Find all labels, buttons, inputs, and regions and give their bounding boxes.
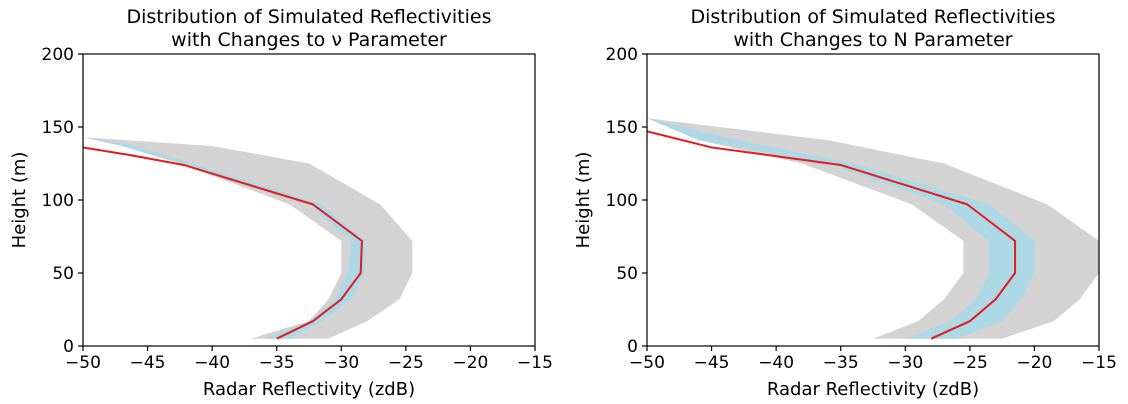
chart-title-line-2: with Changes to N Parameter [733,29,1012,51]
x-tick-label: −45 [694,353,730,373]
y-tick-label: 0 [63,337,74,357]
plot-area [647,118,1099,340]
x-tick-label: −15 [1081,353,1117,373]
plot-area [83,137,413,340]
chart-title-line-1: Distribution of Simulated Reflectivities [691,6,1056,28]
x-tick-label: −35 [823,353,859,373]
x-tick-label: −50 [629,353,665,373]
median-line [647,130,1017,340]
x-axis-label: Radar Reflectivity (zdB) [203,379,415,400]
x-tick-label: −20 [1016,353,1052,373]
y-axis-label: Height (m) [9,152,30,249]
x-tick-label: −40 [194,353,230,373]
x-tick-label: −30 [887,353,923,373]
x-tick-label: −50 [65,353,101,373]
y-axis-label: Height (m) [573,152,594,249]
y-tick-label: 100 [606,191,638,211]
x-tick-label: −15 [517,353,553,373]
chart-title-line-1: Distribution of Simulated Reflectivities [127,6,492,28]
y-tick-label: 50 [616,264,638,284]
x-tick-label: −45 [130,353,166,373]
x-tick-label: −25 [952,353,988,373]
outer-range-band [83,137,413,339]
inner-range-band [647,118,1035,339]
x-tick-label: −35 [259,353,295,373]
y-tick-label: 150 [42,118,74,138]
chart-title-line-2: with Changes to ν Parameter [171,29,447,51]
y-tick-label: 150 [606,118,638,138]
y-tick-label: 200 [42,45,74,65]
x-tick-label: −25 [388,353,424,373]
y-tick-label: 50 [52,264,74,284]
chart-panel-n: −50 −45 −40 −35 −30 −25 −20 −15 0 50 100 150 200 Rada… [573,6,1117,400]
outer-range-band [647,118,1099,339]
y-tick-label: 0 [627,337,638,357]
x-tick-label: −20 [452,353,488,373]
median-line [83,146,363,340]
x-tick-label: −30 [323,353,359,373]
x-axis-label: Radar Reflectivity (zdB) [767,379,979,400]
chart-panel-nu: −50 −45 −40 −35 −30 −25 −20 −15 0 50 100 150 200 Rada… [9,6,553,400]
y-tick-label: 100 [42,191,74,211]
x-tick-label: −40 [758,353,794,373]
y-tick-label: 200 [606,45,638,65]
